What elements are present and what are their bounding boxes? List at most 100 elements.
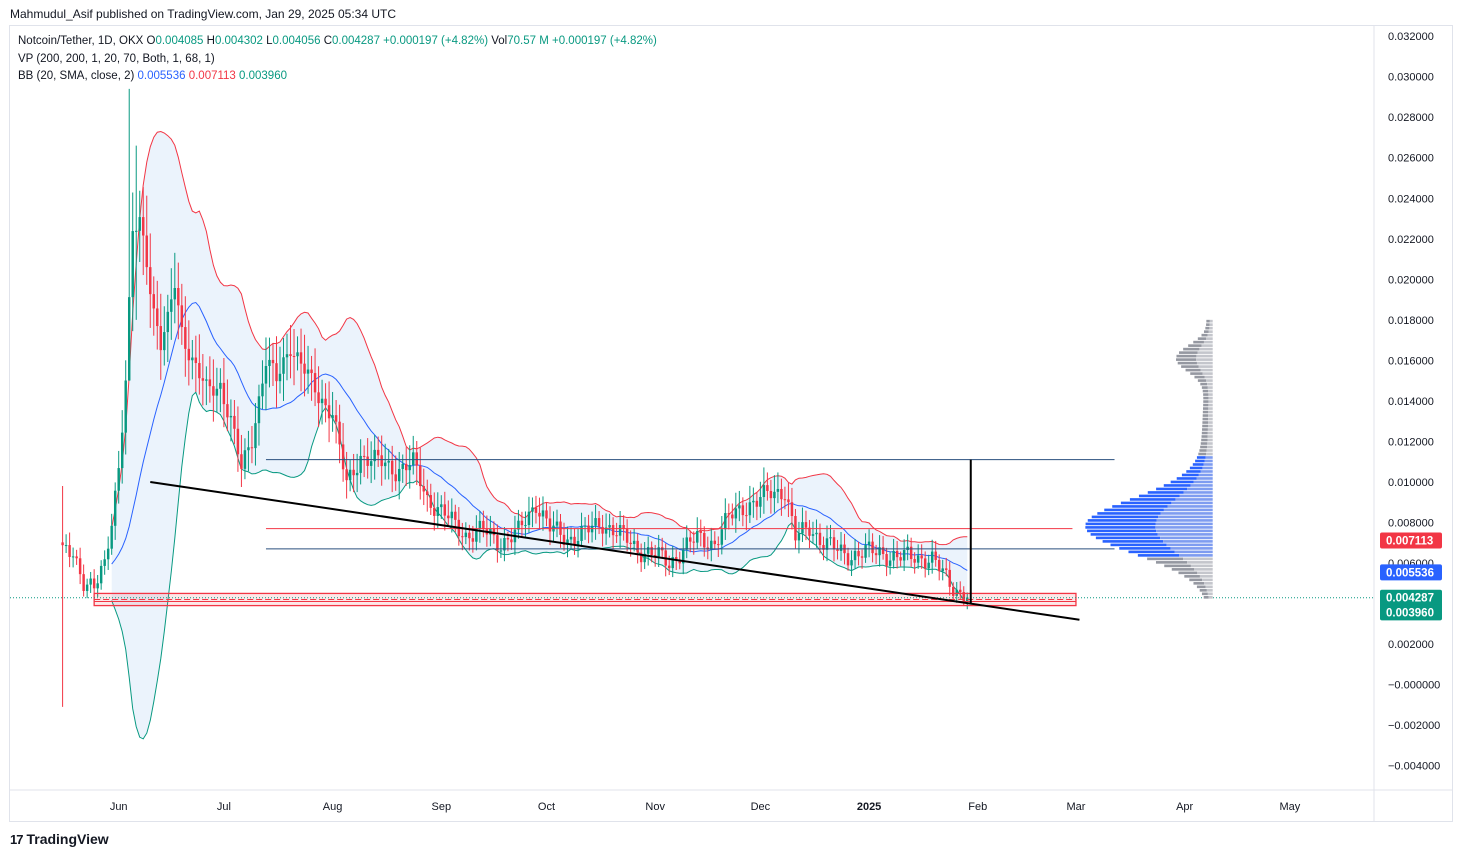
x-tick-label: Oct	[538, 801, 555, 813]
candle-body	[808, 527, 811, 536]
volume-profile-bar-down	[1204, 375, 1213, 379]
volume-profile-bar-up	[1202, 389, 1209, 393]
x-tick-label: Feb	[968, 801, 987, 813]
x-tick-label: Dec	[751, 801, 771, 813]
volume-profile-bar-up	[1179, 351, 1198, 354]
volume-profile-bar-up	[1200, 445, 1208, 449]
candle-body	[429, 495, 432, 508]
candle-body	[930, 551, 934, 563]
volume-profile-bar-up	[1120, 501, 1172, 505]
volume-profile-bar-down	[1207, 435, 1213, 438]
volume-profile-bar-down	[1163, 508, 1213, 512]
candle-body	[64, 545, 68, 547]
volume-profile-bar-down	[1160, 512, 1213, 515]
candle-body	[727, 513, 731, 515]
candle-body	[604, 527, 608, 534]
candle-body	[359, 455, 362, 473]
volume-profile-bar-up	[1195, 459, 1205, 463]
candle-body	[387, 460, 390, 463]
x-tick-label: May	[1279, 801, 1300, 813]
candle-body	[187, 348, 191, 361]
candle-body	[685, 537, 688, 550]
tradingview-logo[interactable]: 17 TradingView	[10, 831, 109, 847]
price-label-bb-lower-bg	[1380, 604, 1442, 621]
candle-body	[440, 504, 443, 508]
candle-body	[829, 537, 832, 539]
volume-profile-bar-down	[1187, 487, 1213, 491]
volume-profile-bar-down	[1200, 368, 1213, 372]
volume-profile-bar-up	[1129, 498, 1176, 501]
candle-body	[426, 491, 429, 496]
candle-body	[689, 537, 692, 542]
candle-body	[390, 460, 394, 475]
y-tick-label: −0.004000	[1388, 761, 1440, 773]
candle-body	[138, 217, 141, 231]
candle-body	[741, 505, 745, 516]
candle-body	[285, 354, 289, 358]
candle-body	[338, 421, 341, 445]
chart-frame[interactable]	[9, 25, 1453, 822]
volume-profile-bar-up	[1177, 361, 1197, 365]
candle-body	[580, 526, 583, 541]
candle-body	[909, 546, 913, 560]
volume-profile-bar-down	[1208, 400, 1213, 403]
candle-body	[615, 535, 618, 537]
candle-body	[937, 559, 941, 572]
volume-profile-bar-up	[1085, 526, 1156, 529]
y-tick-label: 0.032000	[1388, 31, 1434, 43]
candle-body	[450, 511, 454, 519]
candle-body	[790, 502, 794, 517]
x-tick-label: Apr	[1176, 801, 1193, 813]
candle-body	[296, 352, 299, 357]
candle-body	[149, 267, 152, 295]
candle-body	[576, 540, 580, 546]
volume-profile-bar-down	[1175, 498, 1213, 501]
candle-body	[135, 230, 138, 232]
candle-body	[131, 231, 134, 298]
volume-profile	[1085, 319, 1213, 599]
candle-body	[362, 455, 366, 457]
candle-body	[404, 463, 408, 471]
candle-body	[496, 535, 499, 551]
candle-body	[71, 556, 75, 558]
candle-body	[191, 357, 194, 361]
legend-close-value: 0.004287	[332, 35, 380, 47]
candle-body	[850, 560, 853, 566]
candle-body	[871, 541, 874, 554]
candle-body	[510, 539, 513, 543]
volume-profile-bar-down	[1206, 379, 1213, 382]
volume-profile-bar-down	[1197, 571, 1213, 575]
volume-profile-bar-up	[1095, 536, 1161, 540]
volume-profile-bar-up	[1202, 407, 1209, 410]
y-tick-label: 0.010000	[1388, 477, 1434, 489]
candle-body	[657, 547, 660, 557]
candle-body	[412, 452, 415, 466]
volume-profile-bar-down	[1205, 456, 1213, 459]
candle-body	[818, 532, 822, 545]
candle-body	[152, 294, 155, 309]
candle-body	[415, 452, 418, 466]
tradingview-logo-icon: 17	[10, 831, 24, 847]
candle-body	[170, 299, 173, 312]
price-label-last: 0.004287	[1386, 593, 1434, 605]
volume-profile-bar-down	[1167, 505, 1213, 508]
volume-profile-bar-down	[1207, 424, 1213, 428]
candle-body	[801, 522, 804, 534]
volume-profile-bar-up	[1090, 533, 1158, 536]
volume-profile-bar-up	[1189, 578, 1203, 582]
volume-profile-bar-up	[1202, 414, 1209, 417]
tradingview-logo-text: TradingView	[26, 831, 109, 847]
volume-profile-bar-up	[1206, 319, 1210, 323]
candle-body	[699, 531, 702, 533]
volume-profile-bar-up	[1196, 456, 1206, 459]
price-label-bb-basis-bg	[1380, 564, 1442, 581]
candle-body	[902, 550, 906, 561]
candle-body	[710, 540, 713, 550]
candle-body	[797, 533, 801, 541]
candle-body	[208, 379, 212, 387]
volume-profile-bar-up	[1201, 333, 1208, 337]
volume-profile-bar-up	[1110, 543, 1167, 547]
volume-profile-bar-up	[1171, 568, 1195, 571]
y-tick-label: −0.000000	[1388, 680, 1440, 692]
